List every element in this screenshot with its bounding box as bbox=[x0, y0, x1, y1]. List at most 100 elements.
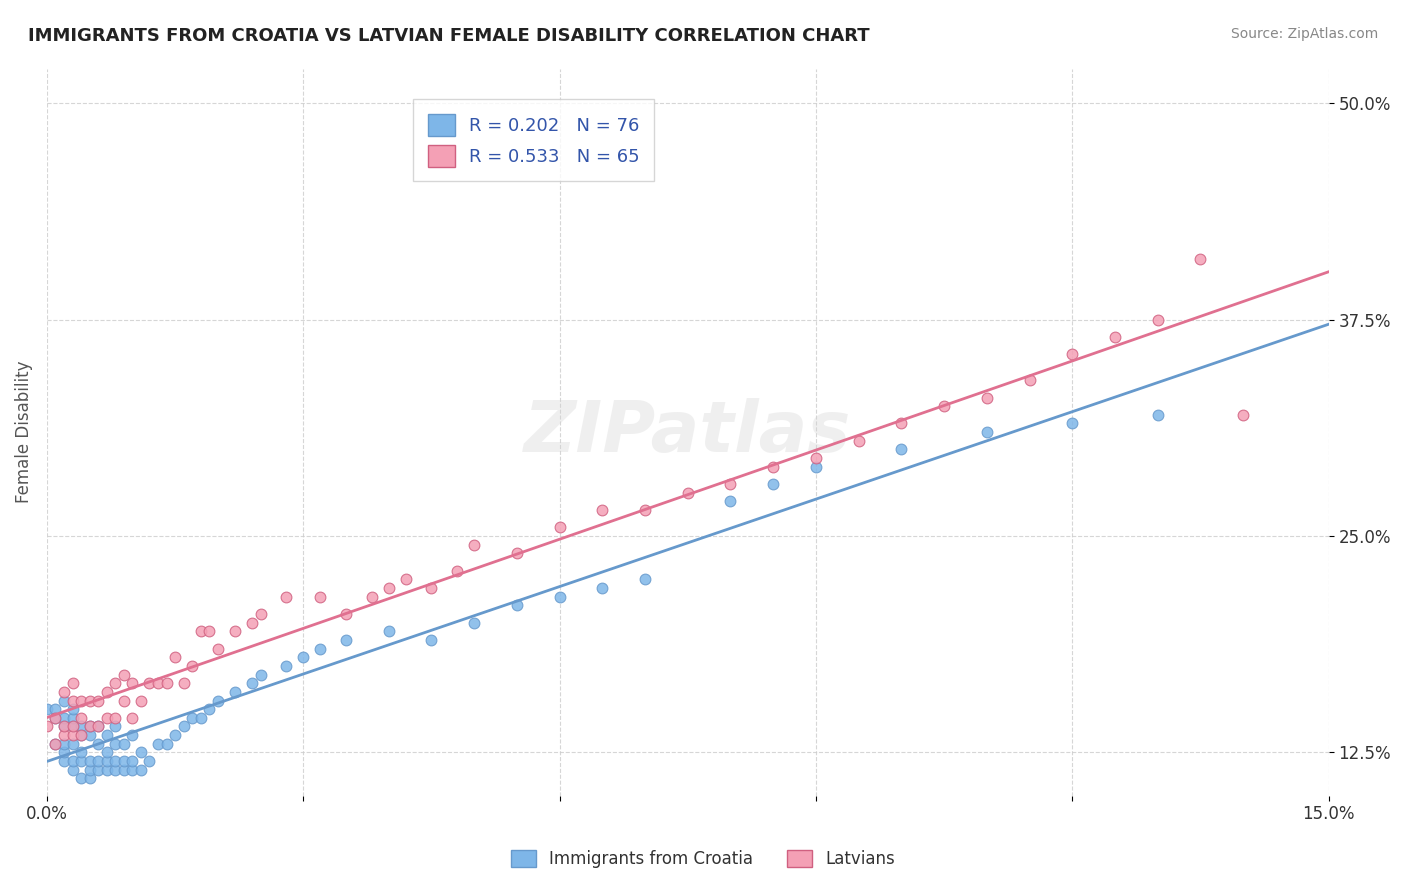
Point bbox=[104, 763, 127, 777]
Point bbox=[207, 693, 229, 707]
Point bbox=[146, 676, 169, 690]
Point bbox=[62, 693, 84, 707]
Point bbox=[395, 572, 418, 586]
Point bbox=[1018, 373, 1040, 387]
Point bbox=[121, 754, 143, 768]
Point bbox=[96, 711, 118, 725]
Point bbox=[224, 685, 246, 699]
Point bbox=[62, 754, 84, 768]
Point bbox=[121, 676, 143, 690]
Point bbox=[249, 607, 271, 621]
Point bbox=[1146, 408, 1168, 422]
Point bbox=[976, 391, 998, 405]
Point bbox=[53, 728, 76, 742]
Point bbox=[932, 399, 955, 413]
Point bbox=[591, 581, 613, 595]
Point bbox=[360, 590, 382, 604]
Point bbox=[463, 615, 485, 630]
Point bbox=[720, 494, 742, 508]
Point bbox=[121, 728, 143, 742]
Point bbox=[762, 477, 785, 491]
Point bbox=[309, 590, 332, 604]
Point bbox=[70, 754, 93, 768]
Point bbox=[44, 702, 66, 716]
Point bbox=[87, 754, 110, 768]
Point bbox=[121, 711, 143, 725]
Point bbox=[62, 676, 84, 690]
Point bbox=[44, 711, 66, 725]
Point bbox=[53, 711, 76, 725]
Point bbox=[129, 763, 152, 777]
Point bbox=[190, 711, 212, 725]
Point bbox=[420, 632, 443, 647]
Point bbox=[62, 719, 84, 733]
Point bbox=[1104, 330, 1126, 344]
Y-axis label: Female Disability: Female Disability bbox=[15, 361, 32, 503]
Point bbox=[104, 676, 127, 690]
Point bbox=[129, 746, 152, 760]
Point bbox=[96, 746, 118, 760]
Point bbox=[87, 763, 110, 777]
Point bbox=[890, 417, 912, 431]
Point bbox=[53, 719, 76, 733]
Point bbox=[53, 737, 76, 751]
Point bbox=[804, 451, 827, 466]
Point bbox=[70, 711, 93, 725]
Point bbox=[506, 546, 529, 560]
Point bbox=[104, 711, 127, 725]
Point bbox=[976, 425, 998, 439]
Point bbox=[155, 676, 177, 690]
Point bbox=[70, 728, 93, 742]
Point bbox=[35, 702, 58, 716]
Point bbox=[70, 728, 93, 742]
Point bbox=[276, 590, 298, 604]
Point bbox=[276, 659, 298, 673]
Point bbox=[249, 667, 271, 681]
Point bbox=[848, 434, 870, 448]
Point bbox=[79, 763, 101, 777]
Point bbox=[240, 615, 263, 630]
Point bbox=[44, 711, 66, 725]
Point bbox=[173, 719, 195, 733]
Point bbox=[335, 632, 357, 647]
Point bbox=[309, 641, 332, 656]
Point bbox=[104, 719, 127, 733]
Point bbox=[1146, 312, 1168, 326]
Point bbox=[420, 581, 443, 595]
Point bbox=[70, 693, 93, 707]
Point bbox=[79, 719, 101, 733]
Point bbox=[165, 650, 187, 665]
Point bbox=[53, 719, 76, 733]
Point bbox=[79, 728, 101, 742]
Point bbox=[53, 685, 76, 699]
Point bbox=[506, 599, 529, 613]
Text: Source: ZipAtlas.com: Source: ZipAtlas.com bbox=[1230, 27, 1378, 41]
Point bbox=[548, 590, 571, 604]
Point bbox=[720, 477, 742, 491]
Point bbox=[70, 719, 93, 733]
Point bbox=[112, 737, 135, 751]
Point bbox=[335, 607, 357, 621]
Point bbox=[112, 667, 135, 681]
Point bbox=[207, 641, 229, 656]
Point bbox=[62, 719, 84, 733]
Point bbox=[53, 746, 76, 760]
Point bbox=[44, 737, 66, 751]
Point bbox=[87, 719, 110, 733]
Point bbox=[548, 520, 571, 534]
Point bbox=[62, 763, 84, 777]
Point bbox=[121, 763, 143, 777]
Point bbox=[112, 693, 135, 707]
Point bbox=[463, 538, 485, 552]
Point bbox=[890, 442, 912, 457]
Point bbox=[62, 702, 84, 716]
Point bbox=[53, 754, 76, 768]
Point bbox=[112, 763, 135, 777]
Point bbox=[62, 737, 84, 751]
Point bbox=[634, 572, 657, 586]
Point bbox=[762, 459, 785, 474]
Point bbox=[198, 624, 221, 639]
Point bbox=[62, 728, 84, 742]
Point bbox=[129, 693, 152, 707]
Point bbox=[155, 737, 177, 751]
